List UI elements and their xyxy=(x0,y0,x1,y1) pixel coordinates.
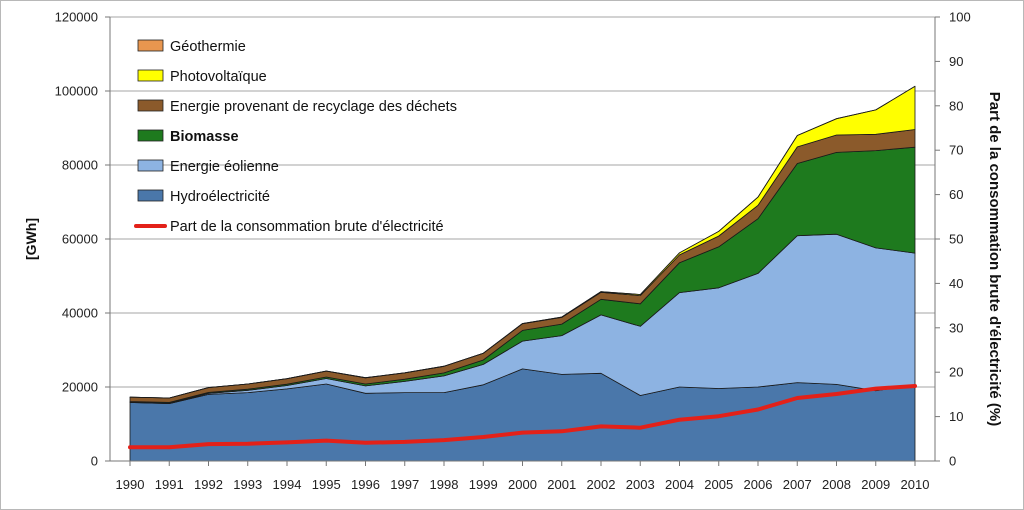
y-tick-label-left: 20000 xyxy=(62,380,98,395)
y-tick-label-right: 100 xyxy=(949,10,971,25)
y-tick-label-right: 70 xyxy=(949,143,963,158)
line-point xyxy=(913,384,917,388)
area-geothermie xyxy=(129,85,916,399)
y-tick-label-right: 90 xyxy=(949,54,963,69)
y-tick-label-right: 10 xyxy=(949,409,963,424)
line-point xyxy=(285,440,289,444)
x-tick-label: 1999 xyxy=(469,477,498,492)
legend-label: Photovoltaïque xyxy=(170,69,267,85)
legend-swatch xyxy=(137,39,164,52)
legend-swatch xyxy=(137,189,164,202)
line-point xyxy=(520,431,525,435)
y-tick-label-right: 20 xyxy=(949,365,963,380)
x-tick-label: 1997 xyxy=(390,477,419,492)
line-point xyxy=(638,426,642,430)
line-point xyxy=(874,387,878,391)
line-point xyxy=(756,407,760,412)
x-tick-label: 2002 xyxy=(587,477,616,492)
y-tick-label-left: 0 xyxy=(91,454,98,469)
legend-label: Part de la consommation brute d'électric… xyxy=(170,219,444,235)
y-axis-title-right: Part de la consommation brute d'électric… xyxy=(986,92,1003,426)
y-axis-title-left: [GWh] xyxy=(23,218,39,260)
legend-item: Géothermie xyxy=(137,39,246,55)
legend-item: Part de la consommation brute d'électric… xyxy=(134,219,444,235)
legend-swatch xyxy=(137,99,164,112)
y-tick-label-right: 80 xyxy=(949,98,963,113)
y-tick-label-right: 0 xyxy=(949,454,956,469)
x-tick-label: 1990 xyxy=(116,477,145,492)
x-tick-label: 1995 xyxy=(312,477,341,492)
x-tick-label: 2010 xyxy=(901,477,930,492)
line-point xyxy=(403,440,407,444)
legend-item: Energie éolienne xyxy=(137,159,279,175)
legend-swatch xyxy=(137,69,164,82)
y-tick-label-left: 60000 xyxy=(62,232,98,247)
y-tick-label-right: 50 xyxy=(949,232,963,247)
line-point xyxy=(560,429,564,433)
legend-label: Biomasse xyxy=(170,129,239,145)
y-tick-label-left: 100000 xyxy=(55,84,98,99)
legend-item: Energie provenant de recyclage des déche… xyxy=(137,99,457,115)
y-tick-label-left: 80000 xyxy=(62,158,98,173)
legend-label: Géothermie xyxy=(170,39,246,55)
line-point xyxy=(717,414,721,418)
line-point xyxy=(324,439,328,443)
y-tick-label-right: 30 xyxy=(949,320,963,335)
x-tick-label: 1998 xyxy=(430,477,459,492)
x-tick-label: 2006 xyxy=(744,477,773,492)
line-point xyxy=(795,396,799,400)
line-point xyxy=(677,418,682,422)
legend-swatch xyxy=(137,159,164,172)
line-point xyxy=(363,441,368,445)
line-point xyxy=(442,438,446,442)
line-point xyxy=(128,445,132,449)
x-tick-label: 2001 xyxy=(547,477,576,492)
area-series xyxy=(129,85,916,462)
line-point xyxy=(834,392,839,396)
x-tick-label: 1994 xyxy=(273,477,302,492)
line-point xyxy=(206,442,211,446)
line-point xyxy=(246,442,250,446)
x-tick-label: 1992 xyxy=(194,477,223,492)
legend-label: Hydroélectricité xyxy=(170,189,270,205)
legend-item: Hydroélectricité xyxy=(137,189,270,205)
legend-item: Photovoltaïque xyxy=(137,69,267,85)
x-tick-label: 2007 xyxy=(783,477,812,492)
x-tick-label: 2004 xyxy=(665,477,694,492)
line-point xyxy=(481,435,485,439)
legend-item: Biomasse xyxy=(137,129,239,145)
x-tick-label: 1996 xyxy=(351,477,380,492)
line-point xyxy=(167,445,171,449)
y-tick-label-right: 60 xyxy=(949,187,963,202)
legend-label: Energie éolienne xyxy=(170,159,279,175)
y-tick-label-left: 120000 xyxy=(55,10,98,25)
y-tick-label-right: 40 xyxy=(949,276,963,291)
x-tick-label: 1991 xyxy=(155,477,184,492)
axes: 0 20000 40000 60000 80000 100000 120000 0 10 20 30… xyxy=(55,10,971,493)
legend: Géothermie Photovoltaïque Energie provenan… xyxy=(134,39,457,235)
x-tick-label: 2000 xyxy=(508,477,537,492)
share-line xyxy=(128,384,917,450)
x-tick-label: 2005 xyxy=(704,477,733,492)
legend-swatch xyxy=(137,129,164,142)
legend-label: Energie provenant de recyclage des déche… xyxy=(170,99,457,115)
x-tick-label: 2009 xyxy=(861,477,890,492)
line-point xyxy=(599,424,603,428)
x-tick-label: 1993 xyxy=(233,477,262,492)
y-tick-label-left: 40000 xyxy=(62,306,98,321)
x-tick-label: 2003 xyxy=(626,477,655,492)
x-tick-label: 2008 xyxy=(822,477,851,492)
